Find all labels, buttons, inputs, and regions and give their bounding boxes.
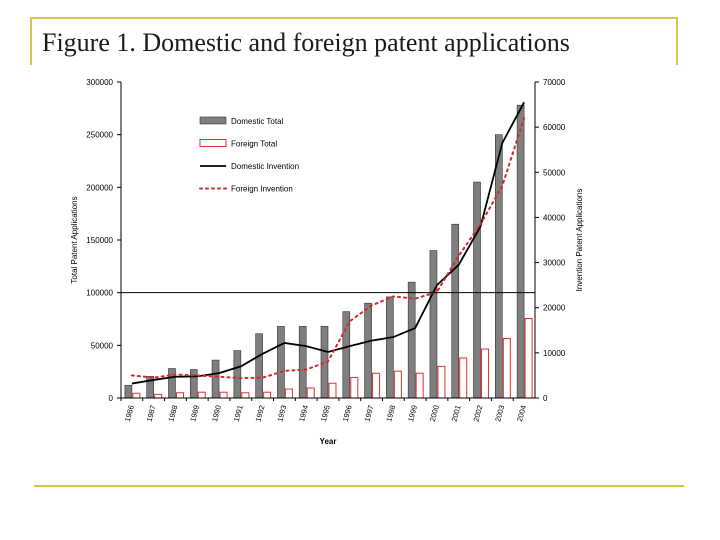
legend-domestic-total-label: Domestic Total [231,117,284,126]
foreign-total-bar [415,372,424,399]
foreign-total-bar [306,387,315,399]
right-tick-label: 50000 [543,168,566,177]
right-tick-label: 30000 [543,259,566,268]
x-axis-title: Year [320,437,337,446]
legend-domestic-total-swatch [199,116,227,125]
domestic-total-bar [516,104,525,399]
right-tick-label: 20000 [543,304,566,313]
x-tick-label: 1986 [123,404,136,422]
left-tick-label: 200000 [86,183,113,192]
domestic-total-bar [233,350,242,399]
foreign-total-bar [241,392,250,399]
domestic-total-bar [364,302,372,399]
foreign-total-bar [175,392,184,399]
x-tick-label: 2001 [450,404,463,422]
right-tick-label: 60000 [543,123,566,132]
domestic-total-bar [451,223,460,399]
domestic-total-bar [189,369,198,399]
left-tick-label: 150000 [86,236,113,245]
legend-foreign-total-label: Foreign Total [231,140,277,149]
foreign-total-bar [393,370,402,399]
legend-domestic-invention-label: Domestic Invention [231,162,299,171]
x-tick-label: 1989 [188,404,201,422]
slide-frame-right [676,17,678,65]
x-tick-label: 1993 [275,404,288,422]
domestic-total-bar [124,385,133,399]
x-tick-label: 1995 [319,404,332,422]
domestic-total-bar [407,281,416,399]
x-tick-label: 2004 [515,404,528,422]
slide-frame-left [30,17,32,65]
right-tick-label: 10000 [543,349,566,358]
left-tick-label: 0 [109,394,114,403]
x-tick-label: 1994 [297,404,310,422]
domestic-total-bar [298,326,307,399]
slide-title: Figure 1. Domestic and foreign patent ap… [42,28,570,57]
foreign-total-bar [350,376,359,399]
foreign-total-bar [524,317,533,399]
slide-frame-top [30,17,678,19]
foreign-total-bar [437,365,446,399]
chart-axes: 0 50000 100000 150000 200000 250000 300000 0 100… [70,78,584,446]
domestic-total-bar [277,326,285,399]
legend-foreign-invention-label: Foreign Invention [231,185,293,194]
domestic-total-bar [473,181,481,399]
x-tick-label: 1998 [384,404,397,422]
left-tick-label: 300000 [86,78,113,87]
foreign-total-bar [154,393,163,399]
left-axis-title: Total Patent Applications [70,196,79,283]
x-tick-label: 2002 [471,404,484,422]
legend-foreign-total-swatch [199,139,227,147]
x-tick-label: 1987 [145,404,158,422]
foreign-total-bar [328,382,337,399]
domestic-total-bar [429,250,438,399]
x-tick-label: 1996 [341,404,354,422]
foreign-total-bar [219,391,228,399]
foreign-total-bar [459,357,468,399]
foreign-total-bar [481,348,490,399]
foreign-total-bar [372,372,381,399]
domestic-total-bar [255,333,263,399]
x-tick-label: 1988 [166,404,179,422]
foreign-total-bar [132,392,141,399]
x-tick-label: 1990 [210,404,223,422]
x-tick-label: 2000 [428,404,441,422]
foreign-total-bar [263,391,272,399]
x-tick-label: 1997 [362,404,375,422]
invention-lines [130,101,526,385]
foreign-total-bar [284,388,293,399]
slide-frame-bottom [34,485,684,487]
left-tick-label: 50000 [91,341,114,350]
x-tick-label: 1999 [406,404,419,422]
foreign-total-bar [197,391,206,399]
domestic-total-bar [386,296,394,399]
left-tick-label: 250000 [86,131,113,140]
right-axis-title: Invention Patent Applications [575,189,584,292]
domestic-total-bar [168,368,176,399]
x-tick-label: 1991 [232,404,245,422]
domestic-total-bars [124,104,525,399]
right-tick-label: 40000 [543,213,566,222]
left-tick-label: 100000 [86,289,113,298]
right-tick-label: 0 [543,394,548,403]
foreign-total-bar [502,337,511,399]
chart-legend: Domestic Total Foreign Total Domestic Inve… [199,116,299,194]
right-tick-label: 70000 [543,78,566,87]
x-tick-label: 1992 [254,404,267,422]
foreign-invention-line [130,117,526,380]
x-tick-label: 2003 [493,404,506,422]
domestic-total-bar [211,359,220,399]
domestic-total-bar [495,134,503,399]
